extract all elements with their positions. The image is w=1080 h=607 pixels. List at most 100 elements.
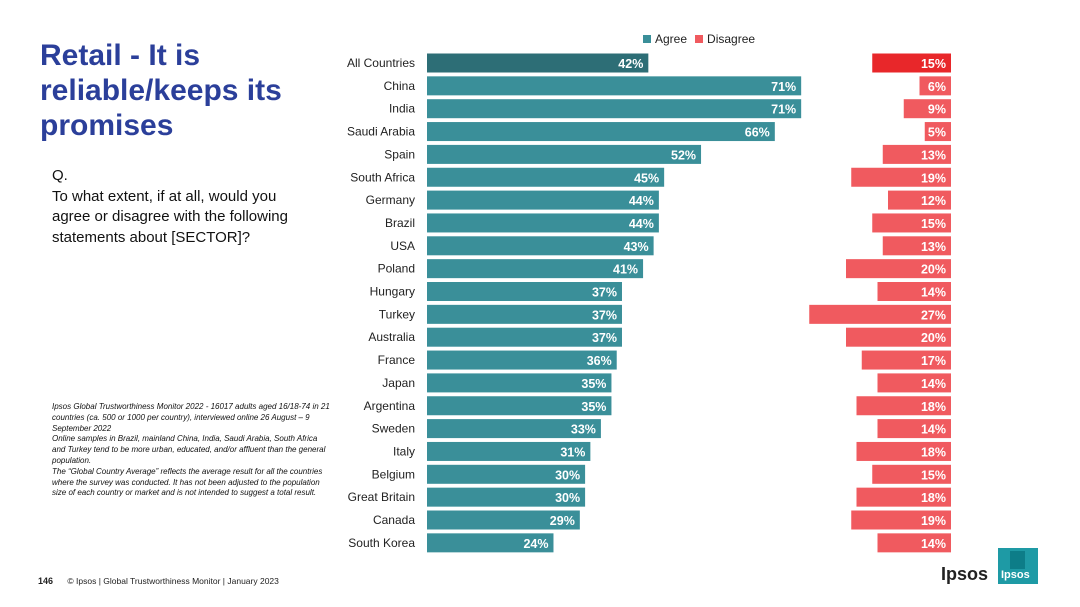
disagree-value-brazil: 15% bbox=[921, 217, 946, 231]
disagree-bar-all-countries bbox=[872, 53, 951, 73]
disagree-value-france: 17% bbox=[921, 354, 946, 368]
legend-disagree-swatch bbox=[695, 35, 704, 43]
agree-bar-south-korea bbox=[427, 533, 554, 553]
disagree-value-canada: 19% bbox=[921, 514, 946, 528]
agree-bar-germany bbox=[427, 190, 659, 210]
category-label-turkey: Turkey bbox=[379, 307, 415, 321]
agree-bar-saudi-arabia bbox=[427, 122, 775, 142]
agree-bar-china bbox=[427, 76, 802, 96]
category-label-belgium: Belgium bbox=[372, 467, 415, 481]
agree-value-poland: 41% bbox=[613, 263, 638, 277]
category-label-japan: Japan bbox=[382, 376, 415, 390]
agree-value-hungary: 37% bbox=[592, 286, 617, 300]
disagree-value-great-britain: 18% bbox=[921, 491, 946, 505]
category-label-australia: Australia bbox=[368, 330, 415, 344]
category-label-brazil: Brazil bbox=[385, 216, 415, 230]
agree-bar-brazil bbox=[427, 213, 659, 233]
disagree-value-saudi-arabia: 5% bbox=[928, 126, 946, 140]
agree-value-argentina: 35% bbox=[581, 400, 606, 414]
legend-disagree-label: Disagree bbox=[707, 32, 756, 46]
agree-bar-canada bbox=[427, 510, 580, 530]
disagree-value-italy: 18% bbox=[921, 445, 946, 459]
chart-legend: Agree Disagree bbox=[643, 32, 755, 46]
disagree-value-germany: 12% bbox=[921, 194, 946, 208]
disagree-bar-brazil bbox=[872, 213, 951, 233]
agree-bar-usa bbox=[427, 236, 654, 256]
survey-question: Q. To what extent, if at all, would you … bbox=[52, 167, 288, 246]
agree-bar-japan bbox=[427, 373, 612, 393]
category-label-saudi-arabia: Saudi Arabia bbox=[347, 125, 415, 139]
disagree-bar-great-britain bbox=[856, 487, 951, 507]
disagree-bar-turkey bbox=[809, 304, 951, 324]
agree-bar-belgium bbox=[427, 464, 586, 484]
disagree-value-belgium: 15% bbox=[921, 468, 946, 482]
disagree-bar-germany bbox=[888, 190, 951, 210]
agree-value-usa: 43% bbox=[624, 240, 649, 254]
agree-bar-france bbox=[427, 350, 617, 370]
disagree-bar-spain bbox=[882, 144, 951, 164]
agree-value-australia: 37% bbox=[592, 331, 617, 345]
agree-value-china: 71% bbox=[771, 80, 796, 94]
agree-value-brazil: 44% bbox=[629, 217, 654, 231]
legend-disagree: Disagree bbox=[695, 32, 755, 46]
disagree-value-sweden: 14% bbox=[921, 423, 946, 437]
agree-value-sweden: 33% bbox=[571, 423, 596, 437]
disagree-bar-japan bbox=[877, 373, 951, 393]
agree-value-great-britain: 30% bbox=[555, 491, 580, 505]
disagree-value-china: 6% bbox=[928, 80, 946, 94]
logo-box-label: Ipsos bbox=[1001, 569, 1030, 581]
agree-value-japan: 35% bbox=[581, 377, 606, 391]
disagree-bar-france bbox=[861, 350, 951, 370]
logo-figure bbox=[1010, 551, 1025, 569]
disagree-bar-india bbox=[903, 99, 951, 119]
ipsos-logo-icon: Ipsos bbox=[998, 548, 1038, 584]
agree-bar-hungary bbox=[427, 282, 622, 301]
agree-value-belgium: 30% bbox=[555, 468, 580, 482]
category-label-great-britain: Great Britain bbox=[348, 490, 415, 504]
category-label-france: France bbox=[378, 353, 416, 367]
note-sample: Ipsos Global Trustworthiness Monitor 202… bbox=[52, 402, 330, 433]
category-label-china: China bbox=[384, 79, 416, 93]
agree-bar-turkey bbox=[427, 304, 622, 324]
category-label-usa: USA bbox=[390, 239, 415, 253]
page-number: 146 bbox=[38, 576, 54, 586]
agree-value-italy: 31% bbox=[560, 445, 585, 459]
disagree-bar-argentina bbox=[856, 396, 951, 416]
disagree-value-turkey: 27% bbox=[921, 308, 946, 322]
agree-value-canada: 29% bbox=[550, 514, 575, 528]
agree-bar-argentina bbox=[427, 396, 612, 416]
note-online-samples: Online samples in Brazil, mainland China… bbox=[52, 434, 326, 465]
agree-bar-south-africa bbox=[427, 167, 665, 187]
category-label-all-countries: All Countries bbox=[347, 56, 415, 70]
disagree-value-all-countries: 15% bbox=[921, 57, 946, 71]
agree-value-south-africa: 45% bbox=[634, 171, 659, 185]
agree-bar-india bbox=[427, 99, 802, 119]
disagree-bar-saudi-arabia bbox=[924, 122, 951, 142]
page-title: Retail - It is reliable/keeps its promis… bbox=[40, 39, 282, 142]
category-label-india: India bbox=[389, 102, 415, 116]
disagree-value-australia: 20% bbox=[921, 331, 946, 345]
legend-agree-label: Agree bbox=[655, 32, 688, 46]
disagree-value-argentina: 18% bbox=[921, 400, 946, 414]
footer: 146 © Ipsos | Global Trustworthiness Mon… bbox=[38, 576, 279, 586]
category-label-hungary: Hungary bbox=[370, 285, 415, 299]
agree-value-turkey: 37% bbox=[592, 308, 617, 322]
disagree-bar-south-africa bbox=[851, 167, 951, 187]
agree-value-spain: 52% bbox=[671, 148, 696, 162]
category-label-germany: Germany bbox=[366, 193, 415, 207]
category-label-south-korea: South Korea bbox=[348, 536, 415, 550]
footer-text: © Ipsos | Global Trustworthiness Monitor… bbox=[67, 576, 279, 586]
disagree-value-india: 9% bbox=[928, 103, 946, 117]
agree-bar-sweden bbox=[427, 419, 601, 439]
methodology-notes: Ipsos Global Trustworthiness Monitor 202… bbox=[52, 402, 330, 499]
disagree-value-hungary: 14% bbox=[921, 286, 946, 300]
agree-value-france: 36% bbox=[587, 354, 612, 368]
category-label-canada: Canada bbox=[373, 513, 415, 527]
category-label-poland: Poland bbox=[378, 262, 415, 276]
disagree-bar-canada bbox=[851, 510, 951, 530]
disagree-bar-belgium bbox=[872, 464, 951, 484]
category-label-sweden: Sweden bbox=[372, 422, 415, 436]
disagree-value-japan: 14% bbox=[921, 377, 946, 391]
agree-bar-great-britain bbox=[427, 487, 586, 507]
